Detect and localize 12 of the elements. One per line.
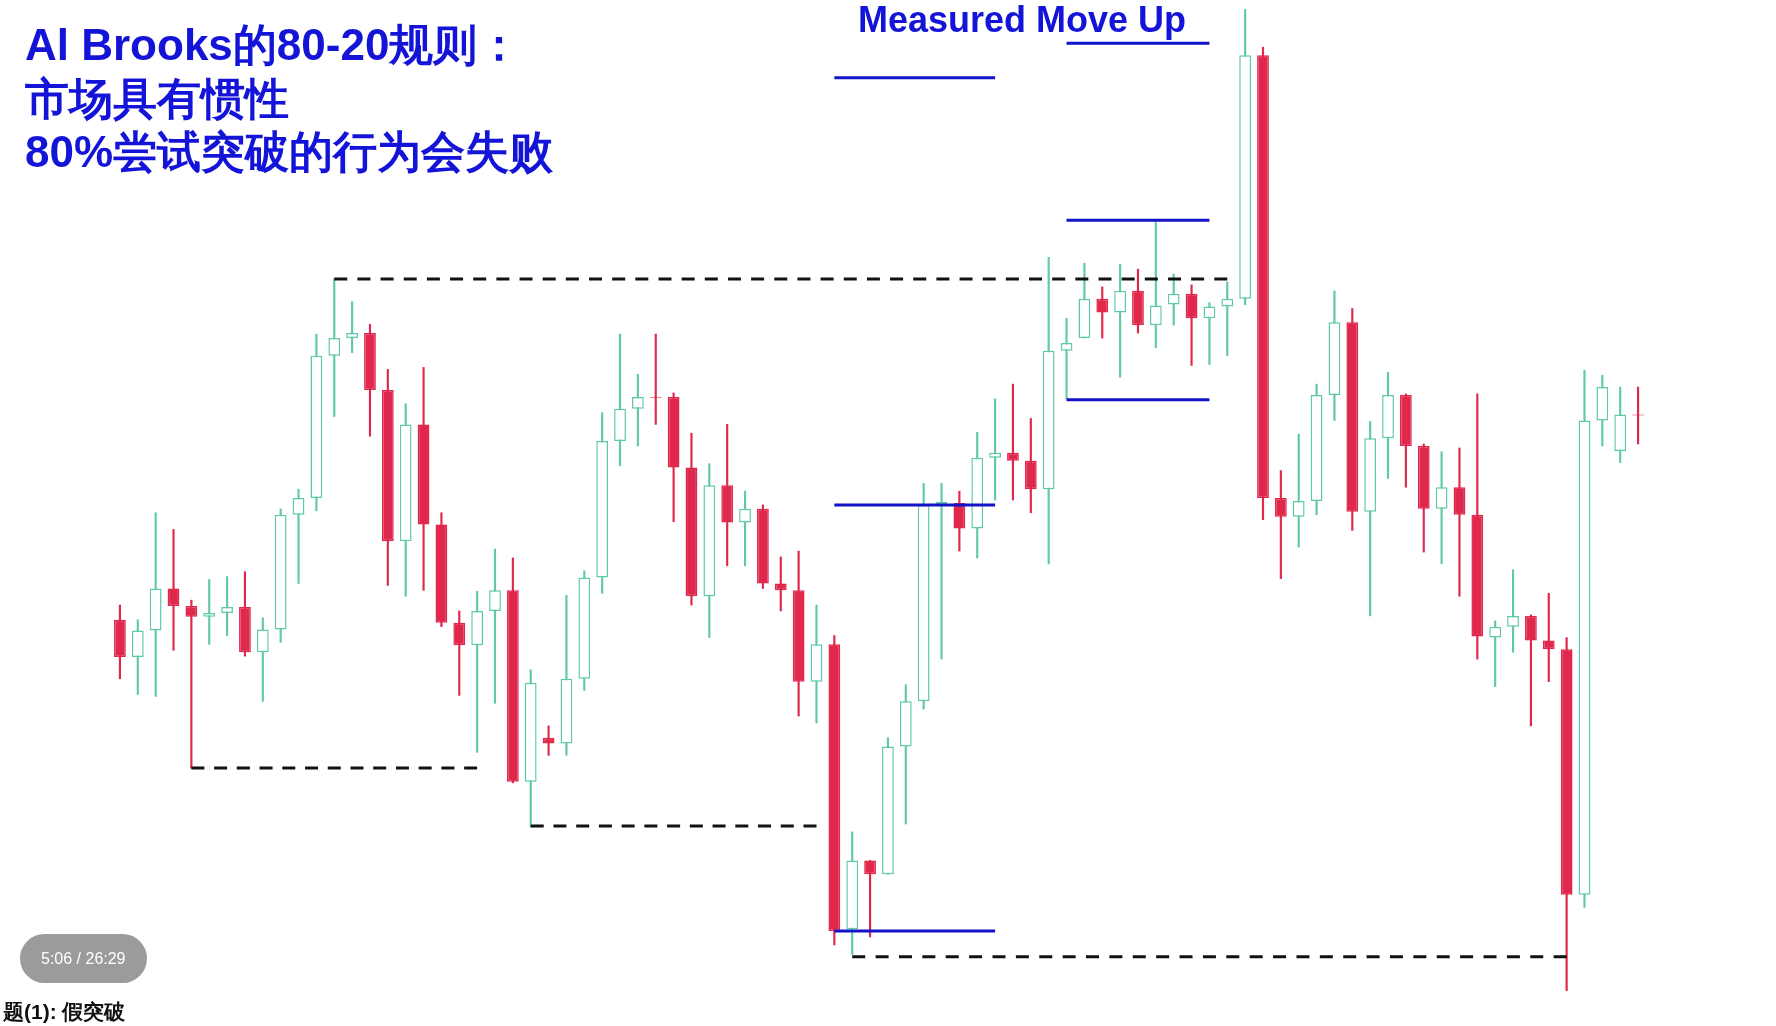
candlestick bbox=[292, 488, 305, 584]
annotation: 80%尝试突破的行为会失败 bbox=[25, 127, 555, 177]
candlestick bbox=[1453, 447, 1466, 597]
annotation: Measured Move Up bbox=[857, 0, 1187, 40]
chart-title: Al Brooks的80-20规则： bbox=[25, 20, 522, 70]
time-badge: 5:06 / 26:29 bbox=[20, 934, 147, 983]
candlestick bbox=[810, 604, 823, 724]
candlestick bbox=[167, 529, 180, 651]
candlestick bbox=[1185, 284, 1198, 366]
candlestick bbox=[1060, 318, 1073, 400]
text: 题(1): 假突破 bbox=[2, 1000, 127, 1023]
text: 市场具有惯性 bbox=[25, 73, 289, 123]
